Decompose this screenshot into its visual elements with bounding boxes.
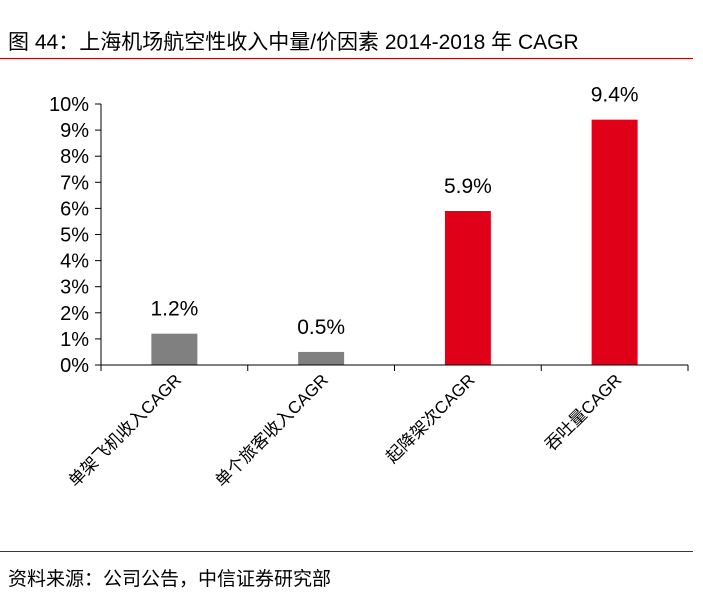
bar	[298, 351, 345, 365]
y-tick-label: 6%	[60, 198, 89, 220]
footer-divider	[0, 551, 693, 552]
x-category-label: 吞吐量CAGR	[541, 370, 625, 454]
x-category-label: 单架飞机收入CAGR	[65, 370, 185, 490]
y-tick-label: 8%	[60, 146, 89, 168]
y-tick-label: 7%	[60, 172, 89, 194]
data-label: 1.2%	[150, 298, 198, 321]
y-tick-label: 4%	[60, 251, 89, 273]
y-tick-label: 5%	[60, 225, 89, 247]
chart-title: 图 44：上海机场航空性收入中量/价因素 2014-2018 年 CAGR	[8, 31, 579, 54]
y-tick-label: 1%	[60, 329, 89, 351]
y-tick-label: 3%	[60, 277, 89, 299]
x-category-label: 单个旅客收入CAGR	[212, 370, 332, 490]
y-tick-label: 9%	[60, 120, 89, 142]
bar	[591, 119, 638, 365]
x-category-label: 起降架次CAGR	[382, 370, 478, 466]
data-label: 5.9%	[444, 175, 492, 198]
data-label: 0.5%	[297, 316, 345, 339]
x-axis: 单架飞机收入CAGR 单个旅客收入CAGR 起降架次CAGR 吞吐量CAGR	[65, 364, 689, 491]
bar	[151, 333, 198, 365]
bar	[444, 211, 491, 365]
y-tick-label: 0%	[60, 355, 89, 377]
y-tick-label: 10%	[49, 94, 89, 116]
bar-chart: 0% 1% 2% 3% 4% 5% 6% 7% 8% 9% 10% 1.2% 0.5% 5.9% 9.4%…	[49, 84, 689, 491]
source-note: 资料来源：公司公告，中信证券研究部	[8, 569, 332, 590]
data-label: 9.4%	[591, 84, 639, 107]
bars: 1.2% 0.5% 5.9% 9.4%	[150, 84, 639, 365]
y-axis: 0% 1% 2% 3% 4% 5% 6% 7% 8% 9% 10%	[49, 94, 102, 377]
title-divider	[0, 58, 693, 59]
y-tick-label: 2%	[60, 303, 89, 325]
